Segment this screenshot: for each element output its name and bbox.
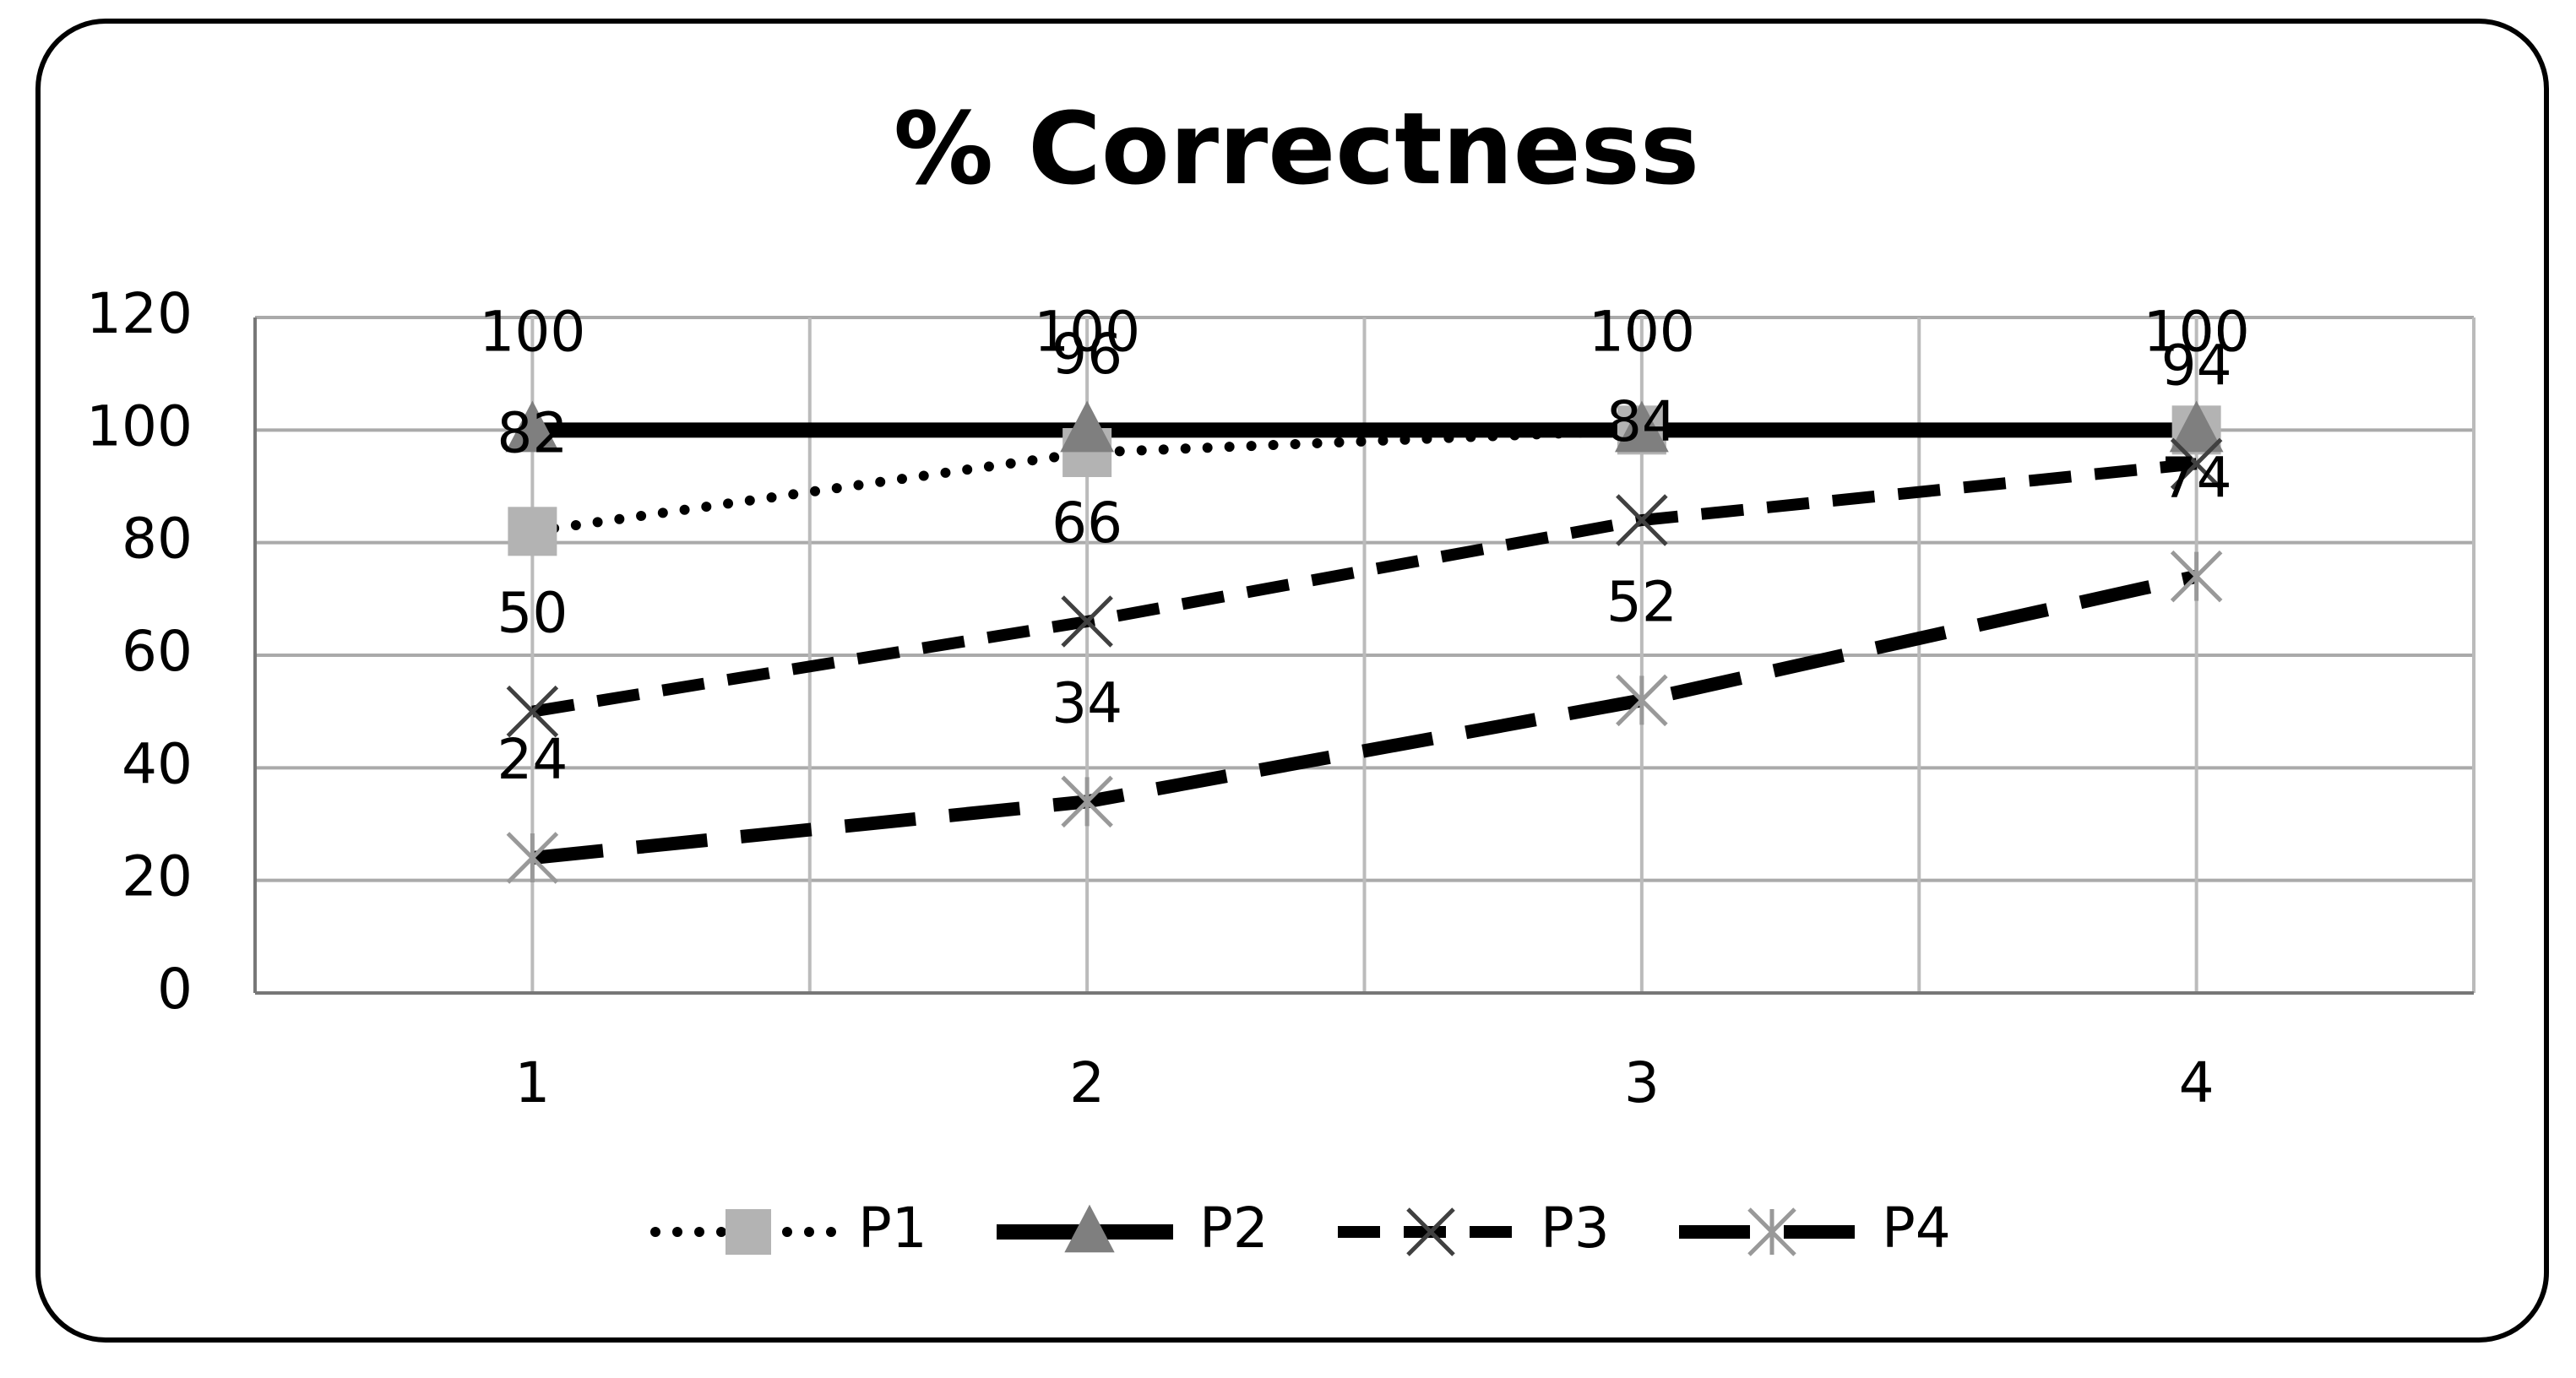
legend-marker [1747,1207,1796,1256]
data-point [508,507,557,556]
data-point [506,832,559,884]
legend-label: P2 [1199,1196,1269,1261]
marker-shape [2170,437,2223,491]
data-label: 94 [2161,333,2232,398]
data-point [2170,437,2223,491]
data-label: 96 [1052,322,1122,387]
y-tick-label: 120 [86,281,193,346]
marker-shape [2169,400,2224,453]
data-label: 50 [497,581,568,646]
marker-shape [1061,595,1113,648]
data-point [506,685,559,738]
legend-label: P1 [858,1196,927,1261]
marker-shape [1614,400,1669,453]
data-label: 74 [2161,446,2232,511]
data-point [2170,550,2223,603]
x-tick-label: 2 [1069,1050,1105,1115]
marker-shape [1064,1204,1115,1253]
data-point [1616,674,1668,727]
y-tick-label: 20 [122,844,193,909]
x-tick-label: 4 [2179,1050,2215,1115]
marker-shape [506,685,559,738]
marker-shape [505,400,560,453]
x-tick-label: 3 [1624,1050,1660,1115]
y-tick-label: 0 [157,957,193,1022]
chart-title: % Correctness [894,90,1699,207]
data-label: 100 [2144,299,2250,364]
data-label: 66 [1052,491,1122,556]
marker-shape [508,507,557,556]
data-label: 82 [497,400,568,465]
data-label: 34 [1052,670,1122,735]
y-tick-label: 40 [122,731,193,796]
legend-label: P3 [1541,1196,1610,1261]
marker-shape [1060,400,1115,453]
marker-shape [726,1209,771,1255]
data-point [1616,494,1668,546]
data-label: 84 [1606,389,1677,454]
legend-marker [1064,1204,1115,1253]
marker-shape [1616,494,1668,546]
series-line [531,458,2198,718]
data-label: 100 [479,299,585,364]
data-label: 100 [2144,299,2250,364]
series-line [531,569,2198,865]
legend-label: P4 [1882,1196,1951,1261]
chart-border [35,19,2549,1343]
data-point [1614,400,1669,453]
data-point [1061,775,1113,828]
data-point [2169,400,2224,453]
data-label: 52 [1606,569,1677,634]
y-tick-label: 100 [86,393,193,458]
data-label: 100 [1034,299,1140,364]
marker-shape [1406,1207,1455,1256]
y-tick-label: 60 [122,619,193,684]
y-tick-label: 80 [122,507,193,572]
data-point [505,400,560,453]
data-label: 24 [497,727,568,792]
data-point [1061,595,1113,648]
legend-marker [726,1209,771,1255]
x-tick-label: 1 [514,1050,550,1115]
series-line [527,425,2202,537]
legend-marker [1406,1207,1455,1256]
data-label: 100 [1589,299,1695,364]
data-point [1060,400,1115,453]
data-label: 100 [1589,299,1695,364]
